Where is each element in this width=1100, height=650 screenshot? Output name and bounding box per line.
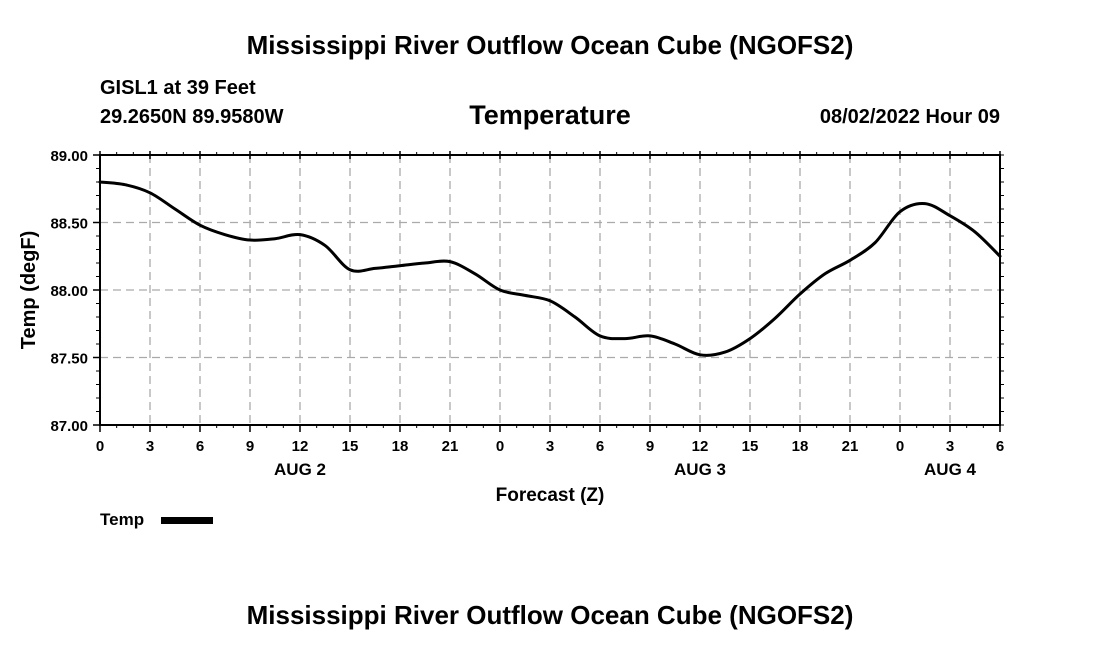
main-title: Mississippi River Outflow Ocean Cube (NG…	[246, 30, 854, 60]
x-tick-label: 15	[742, 438, 759, 455]
x-tick-label: 12	[692, 438, 709, 455]
x-axis-label: Forecast (Z)	[496, 485, 605, 506]
x-tick-label: 6	[196, 438, 204, 455]
x-tick-label: 0	[896, 438, 904, 455]
chart-title: Temperature	[469, 100, 631, 130]
x-tick-label: 6	[596, 438, 604, 455]
x-tick-label: 9	[246, 438, 254, 455]
x-tick-label: 3	[546, 438, 554, 455]
x-tick-label: 3	[146, 438, 154, 455]
x-tick-label: 12	[292, 438, 309, 455]
x-tick-label: 15	[342, 438, 359, 455]
x-tick-label: 21	[842, 438, 859, 455]
forecast-datetime: 08/02/2022 Hour 09	[819, 106, 1000, 128]
day-label: AUG 3	[674, 460, 726, 479]
y-tick-label: 88.50	[50, 216, 88, 233]
x-tick-label: 18	[792, 438, 809, 455]
x-tick-label: 18	[392, 438, 409, 455]
x-tick-label: 6	[996, 438, 1004, 455]
legend-swatch	[161, 517, 213, 524]
y-tick-label: 89.00	[50, 148, 88, 165]
footer-main-title: Mississippi River Outflow Ocean Cube (NG…	[246, 600, 854, 630]
y-tick-label: 87.00	[50, 418, 88, 435]
x-tick-label: 21	[442, 438, 459, 455]
y-axis-label: Temp (degF)	[18, 231, 40, 350]
station-label: GISL1 at 39 Feet	[100, 77, 256, 99]
station-coordinates: 29.2650N 89.9580W	[100, 106, 284, 128]
series-line-temp	[98, 180, 1002, 357]
legend-label: Temp	[100, 510, 144, 529]
x-tick-label: 9	[646, 438, 654, 455]
day-label: AUG 4	[924, 460, 977, 479]
y-tick-label: 87.50	[50, 351, 88, 368]
y-tick-label: 88.00	[50, 283, 88, 300]
day-label: AUG 2	[274, 460, 326, 479]
x-tick-label: 3	[946, 438, 954, 455]
x-tick-label: 0	[496, 438, 504, 455]
x-tick-label: 0	[96, 438, 104, 455]
